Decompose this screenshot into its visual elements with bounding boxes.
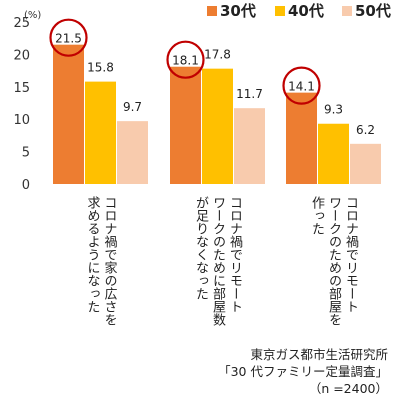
- y-tick-label: 15: [13, 81, 30, 96]
- legend-swatch: [342, 6, 352, 16]
- highlight-circle: [49, 18, 88, 57]
- category-label: コロナ禍でリモート: [343, 196, 359, 313]
- source-line-3: （n =2400）: [308, 381, 388, 396]
- bar: [117, 121, 148, 184]
- legend: 30代 40代 50代: [207, 2, 391, 20]
- bar: [202, 68, 233, 184]
- data-label: 6.2: [356, 123, 375, 137]
- y-tick-label: 10: [13, 113, 30, 128]
- category-label: コロナ禍でリモート: [227, 196, 243, 313]
- category-label: 作った: [309, 196, 325, 235]
- bar: [85, 81, 116, 184]
- data-label: 17.8: [204, 48, 231, 62]
- data-label: 14.1: [288, 80, 315, 94]
- bar: [170, 66, 201, 184]
- bar: [53, 44, 84, 185]
- data-label: 9.3: [324, 103, 343, 117]
- legend-swatch: [207, 6, 217, 16]
- data-label: 18.1: [172, 54, 199, 68]
- legend-label: 50代: [355, 2, 391, 20]
- category-label: 求めるようになった: [85, 196, 101, 313]
- legend-label: 30代: [220, 2, 256, 20]
- y-tick-label: 20: [13, 48, 30, 63]
- source-line-2: 「30 代ファミリー定量調査」: [218, 364, 388, 379]
- highlight-circle: [166, 40, 205, 79]
- highlight-circle: [282, 66, 321, 105]
- bar: [286, 92, 317, 184]
- category-label: ワークのための部屋を: [326, 196, 342, 326]
- data-label: 15.8: [87, 61, 114, 75]
- source-line-1: 東京ガス都市生活研究所: [250, 347, 388, 362]
- category-label: ワークのために部屋数: [210, 196, 226, 326]
- bar: [350, 143, 381, 184]
- y-tick-label: 25: [13, 16, 30, 31]
- source-note: 東京ガス都市生活研究所 「30 代ファミリー定量調査」 （n =2400）: [218, 346, 388, 397]
- category-label: が足りなくなった: [193, 196, 209, 300]
- data-label: 9.7: [123, 100, 142, 114]
- bar: [318, 123, 349, 184]
- y-unit-label: (%): [24, 10, 41, 21]
- bars: [53, 44, 381, 185]
- bar: [234, 108, 265, 184]
- legend-label: 40代: [288, 2, 324, 20]
- category-label: コロナ禍で家の広さを: [102, 196, 118, 326]
- data-label: 11.7: [236, 87, 263, 101]
- y-axis: 0 5 10 15 20 25(%): [13, 10, 41, 193]
- value-labels: 21.5 15.8 9.7 18.1 17.8 11.7 14.1 9.3 6.2: [55, 32, 375, 137]
- y-tick-label: 5: [22, 146, 30, 161]
- y-tick-label: 0: [22, 178, 30, 193]
- highlight-circles: [49, 18, 321, 105]
- data-label: 21.5: [55, 32, 82, 46]
- legend-swatch: [275, 6, 285, 16]
